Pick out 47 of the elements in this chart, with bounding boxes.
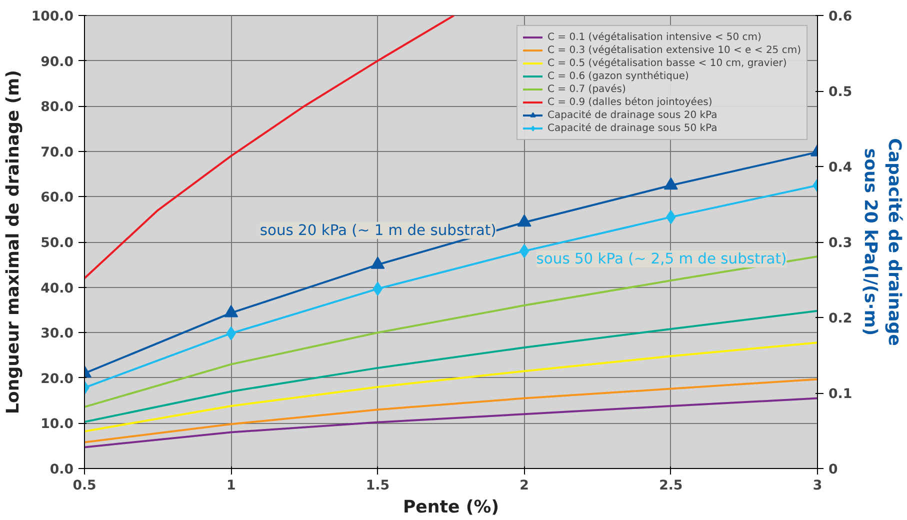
x-tick-label: 3: [812, 478, 822, 494]
line-series: [84, 378, 818, 444]
legend-label: C = 0.5 (végétalisation basse < 10 cm, gravier): [548, 57, 787, 69]
x-axis-title: Pente (%): [402, 498, 500, 518]
y-tick-label: 80.0: [40, 100, 74, 116]
x-tick-label: 1.5: [366, 478, 390, 494]
legend-label: C = 0.3 (végétalisation extensive 10 < e < 25 cm): [548, 44, 801, 56]
legend-label: C = 0.9 (dalles béton jointoyées): [548, 96, 712, 108]
legend-label: C = 0.1 (végétalisation intensive < 50 cm): [548, 31, 762, 43]
annotation: sous 50 kPa (~ 2,5 m de substrat): [536, 250, 787, 268]
x-tick-label: 2.5: [659, 478, 683, 494]
x-tick-label: 0.5: [72, 478, 96, 494]
point: [372, 282, 383, 296]
y2-tick-label: 0.2: [828, 312, 852, 326]
legend-label: C = 0.6 (gazon synthétique): [548, 70, 689, 82]
y2-tick-label: 0: [828, 462, 838, 478]
y-tick-label: 10.0: [40, 417, 74, 432]
x-tick-label: 1: [226, 478, 236, 494]
y2-tick-label: 0.1: [828, 387, 852, 402]
point: [370, 256, 385, 269]
point: [224, 304, 238, 318]
annotation: sous 20 kPa (~ 1 m de substrat): [260, 222, 496, 239]
y2-axis-title: Capacité de drainage sous 20 kPa(l/(s·m): [860, 138, 904, 346]
legend-label: Capacité de drainage sous 20 kPa: [548, 109, 718, 121]
point: [517, 214, 532, 227]
y-axis-title: Longueur maximal de drainage (m): [3, 70, 24, 414]
y-tick-label: 50.0: [40, 236, 74, 251]
x-tick-label: 2: [520, 478, 529, 494]
y-tick-label: 20.0: [40, 372, 74, 387]
line-series: [84, 342, 818, 432]
y-tick-label: 70.0: [40, 145, 74, 160]
line-series: [84, 397, 818, 448]
y-tick-label: 30.0: [40, 326, 74, 342]
point: [664, 177, 678, 190]
y-tick-label: 100.0: [31, 10, 74, 24]
legend-label: C = 0.7 (pavés): [548, 83, 626, 95]
y-tick-label: 60.0: [40, 190, 74, 206]
y-tick-label: 40.0: [40, 281, 74, 296]
legend-label: Capacité de drainage sous 50 kPa: [548, 122, 718, 134]
y2-tick-label: 0.4: [828, 160, 852, 176]
point: [519, 244, 530, 258]
y2-tick-label: 0.5: [828, 85, 852, 100]
y-tick-label: 0.0: [50, 462, 74, 478]
line-series: [84, 310, 818, 423]
y2-tick-label: 0.3: [828, 236, 852, 251]
y-tick-label: 90.0: [40, 54, 74, 70]
y2-tick-label: 0.6: [828, 10, 852, 24]
